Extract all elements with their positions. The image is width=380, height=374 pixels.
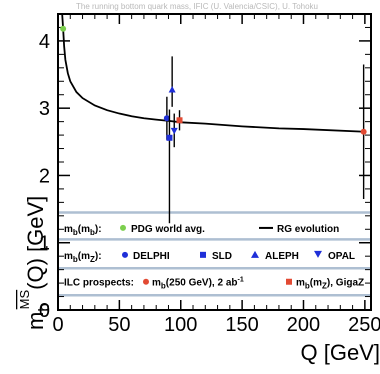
m-b-m-z-gigaz-marker (176, 117, 183, 124)
legend-delphi-marker (122, 251, 128, 258)
pdg-world-avg--marker (60, 25, 67, 32)
aleph-marker (168, 86, 176, 93)
m-b-250-gev-2-ab-1-marker (360, 128, 367, 135)
x-tick-label: 250 (348, 314, 380, 336)
legend-row2-prefix: mb(mZ): (64, 251, 102, 264)
data-points (60, 25, 367, 224)
legend-ilc250-marker (143, 278, 149, 285)
y-tick-label: 0 (39, 300, 50, 322)
x-tick-label: 100 (164, 314, 197, 336)
legend-pdg-label: PDG world avg. (131, 224, 205, 235)
legend: mb(mb): PDG world avg. RG evolution mb(mZ):… (59, 211, 370, 297)
rg-evolution-line (61, 13, 365, 133)
y-axis-label: mb MS(Q) [GeV] (17, 196, 53, 330)
x-axis-label: Q [GeV] (301, 340, 380, 365)
legend-row1-prefix: mb(mb): (64, 224, 102, 237)
x-tick-label: 50 (108, 314, 130, 336)
chart-title: The running bottom quark mass, IFIC (U. … (76, 2, 318, 11)
x-tick-label: 150 (225, 314, 258, 336)
legend-gigaz-label: mb(mZ), GigaZ (296, 278, 364, 291)
legend-opal-label: OPAL (328, 251, 355, 262)
legend-delphi-label: DELPHI (133, 251, 170, 262)
y-axis-label-tail: (Q) [GeV] (23, 196, 48, 290)
legend-row3-prefix: ILC prospects: (64, 278, 134, 289)
legend-sld-label: SLD (212, 251, 232, 262)
y-tick-label: 3 (39, 98, 50, 120)
legend-gigaz-marker (286, 278, 292, 285)
legend-aleph-marker (251, 250, 259, 258)
legend-rg-label: RG evolution (277, 224, 339, 235)
axis-ticks: 0 50 100 150 200 250 0 1 2 3 4 (39, 14, 380, 336)
y-axis-label-main: m (23, 312, 48, 330)
delphi-marker (163, 115, 170, 122)
sld-marker (166, 134, 173, 141)
legend-sld-marker (200, 251, 206, 258)
legend-aleph-label: ALEPH (265, 251, 299, 262)
legend-opal-marker (314, 250, 322, 258)
y-axis-label-sup: MS (17, 289, 32, 309)
opal-marker (170, 127, 178, 135)
x-tick-label: 0 (52, 314, 63, 336)
y-tick-label: 4 (39, 31, 50, 53)
plot-frame (57, 13, 372, 311)
legend-pdg-marker (120, 224, 126, 231)
y-axis-label-sub: b (36, 303, 53, 311)
legend-ilc250-label: mb(250 GeV), 2 ab-1 (152, 277, 244, 291)
y-tick-label: 1 (39, 233, 50, 255)
x-tick-label: 200 (287, 314, 320, 336)
y-tick-label: 2 (39, 165, 50, 187)
